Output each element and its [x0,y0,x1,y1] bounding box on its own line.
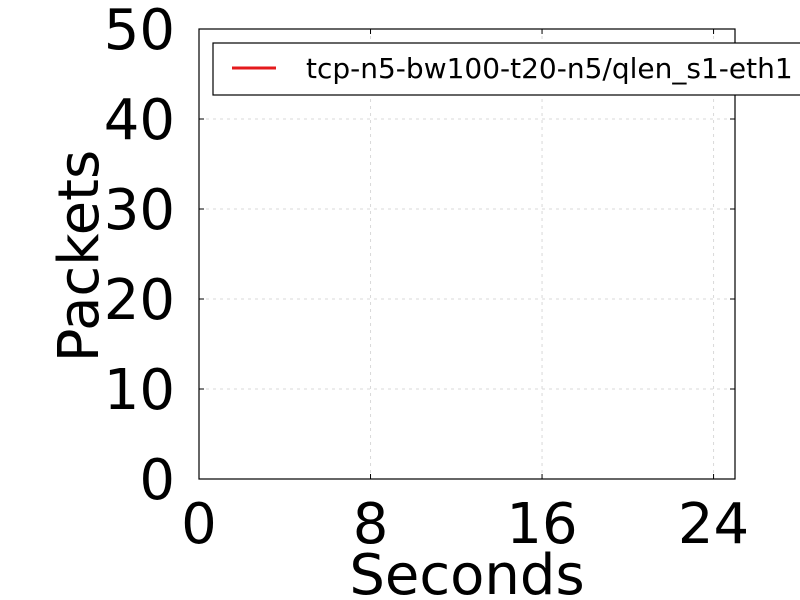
x-tick-label: 24 [678,492,749,557]
legend-label-qlen: tcp-n5-bw100-t20-n5/qlen_s1-eth1 [306,52,793,85]
y-tick-label: 30 [104,178,175,243]
y-tick-label: 10 [104,358,175,423]
x-tick-label: 16 [506,492,577,557]
grid [199,29,735,479]
legend: tcp-n5-bw100-t20-n5/qlen_s1-eth1 [212,42,800,96]
x-tick-label: 0 [181,492,217,557]
tick-marks [198,28,735,480]
y-axis-label: Packets [47,150,112,362]
y-tick-label: 0 [139,448,175,513]
x-axis-tick-labels: 0 8 16 24 [181,492,749,557]
x-tick-label: 8 [353,492,389,557]
y-axis-tick-labels: 0 10 20 30 40 50 [104,0,175,513]
plot-area-frame [198,28,736,480]
y-tick-label: 40 [104,88,175,153]
legend-box [212,42,800,96]
x-axis-label: Seconds [349,543,584,600]
y-tick-label: 20 [104,268,175,333]
y-tick-label: 50 [104,0,175,63]
